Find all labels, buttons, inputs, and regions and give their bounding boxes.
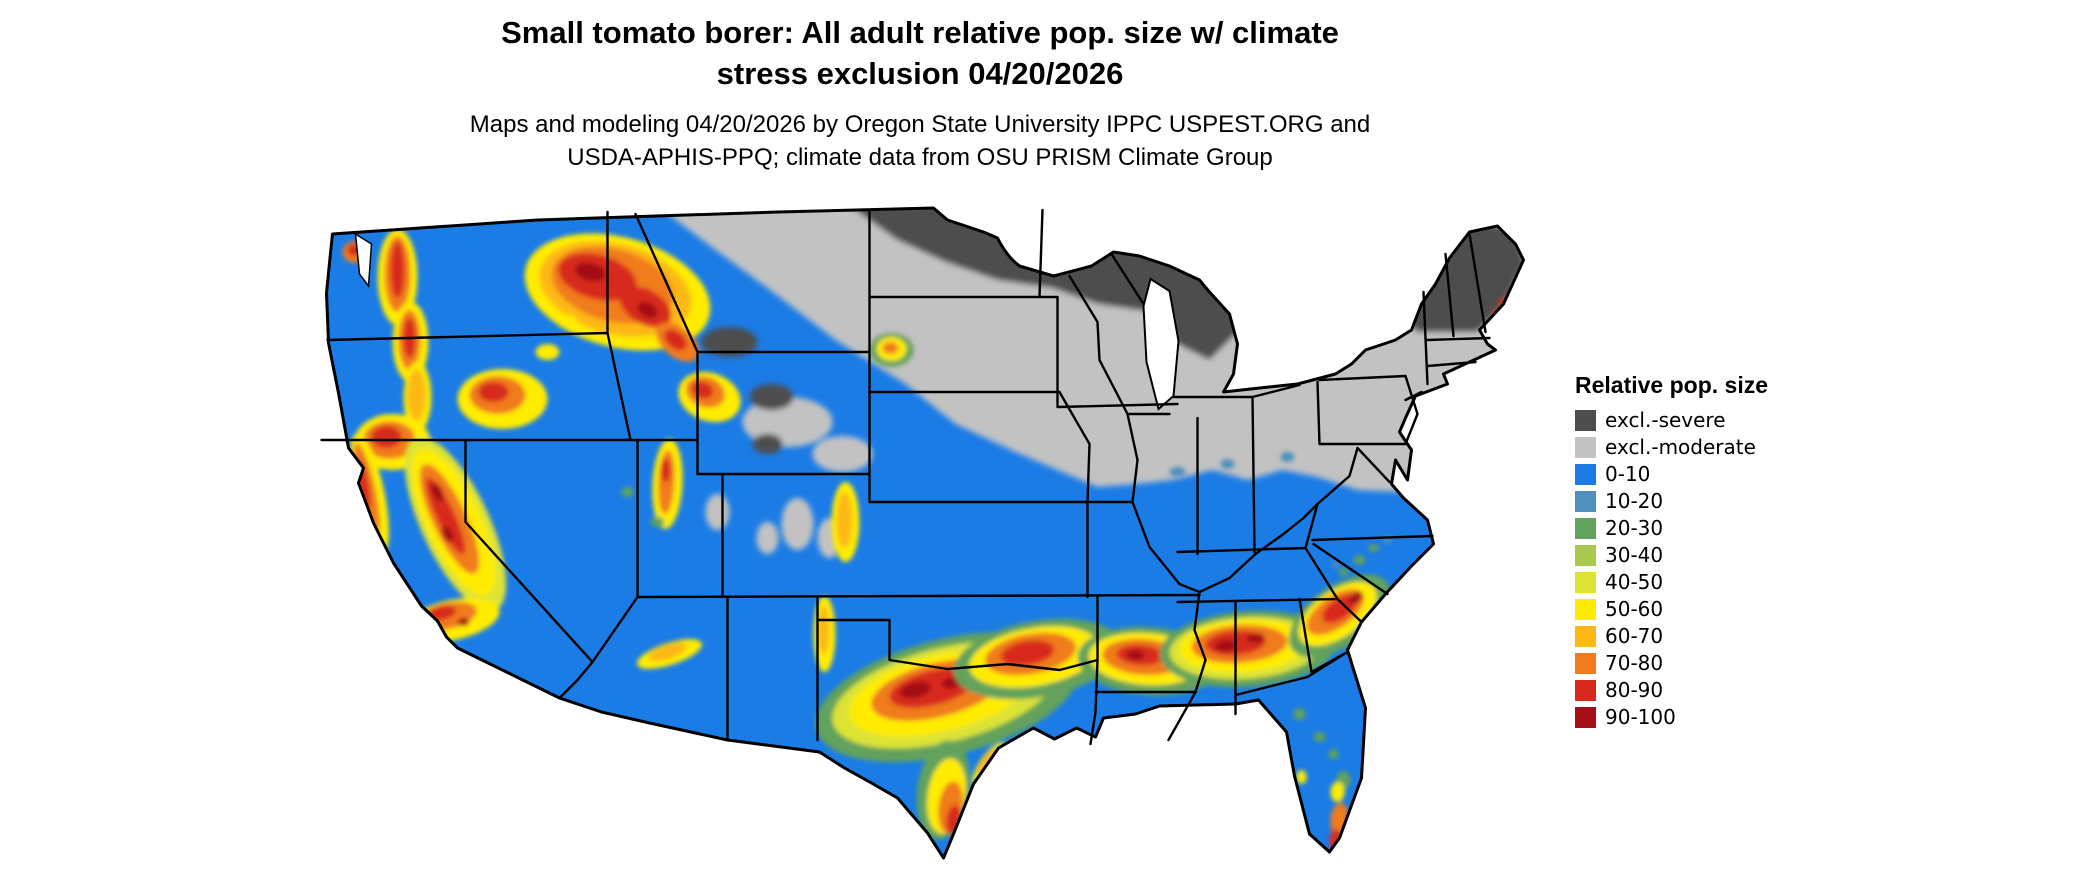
legend-swatch-b90 bbox=[1575, 706, 1596, 728]
figure-title-line2: stress exclusion 04/20/2026 bbox=[716, 56, 1124, 91]
legend: Relative pop. size excl.-severe excl.-mod… bbox=[1575, 372, 1768, 733]
legend-entries: excl.-severe excl.-moderate 0-10 10-20 20-30… bbox=[1575, 409, 1768, 728]
legend-entry-b50: 50-60 bbox=[1575, 598, 1768, 620]
legend-entry-exclSevere: excl.-severe bbox=[1575, 409, 1768, 431]
legend-swatch-b70 bbox=[1575, 652, 1596, 674]
state-borders-west bbox=[320, 208, 1201, 742]
legend-label-b30: 30-40 bbox=[1605, 543, 1664, 567]
legend-entry-b80: 80-90 bbox=[1575, 679, 1768, 701]
title-block: Small tomato borer: All adult relative p… bbox=[170, 12, 1670, 174]
legend-entry-exclModerate: excl.-moderate bbox=[1575, 436, 1768, 458]
legend-swatch-b50 bbox=[1575, 598, 1596, 620]
legend-entry-b0: 0-10 bbox=[1575, 463, 1768, 485]
legend-entry-b90: 90-100 bbox=[1575, 706, 1768, 728]
legend-label-b10: 10-20 bbox=[1605, 489, 1664, 513]
legend-label-b90: 90-100 bbox=[1605, 705, 1676, 729]
legend-label-exclModerate: excl.-moderate bbox=[1605, 435, 1756, 459]
figure-title-line1: Small tomato borer: All adult relative p… bbox=[501, 15, 1339, 50]
map-region-hotspots bbox=[342, 229, 1516, 851]
legend-label-b40: 40-50 bbox=[1605, 570, 1664, 594]
state-borders bbox=[320, 206, 1525, 860]
legend-swatch-b30 bbox=[1575, 544, 1596, 566]
us-outline bbox=[325, 206, 1525, 860]
state-borders-south bbox=[1176, 542, 1389, 716]
legend-entry-b20: 20-30 bbox=[1575, 517, 1768, 539]
legend-entry-b30: 30-40 bbox=[1575, 544, 1768, 566]
figure-subtitle-line1: Maps and modeling 04/20/2026 by Oregon S… bbox=[469, 111, 1371, 138]
legend-entry-b60: 60-70 bbox=[1575, 625, 1768, 647]
legend-label-exclSevere: excl.-severe bbox=[1605, 408, 1726, 432]
legend-label-b50: 50-60 bbox=[1605, 597, 1664, 621]
legend-swatch-b10 bbox=[1575, 490, 1596, 512]
legend-swatch-b80 bbox=[1575, 679, 1596, 701]
legend-swatch-b20 bbox=[1575, 517, 1596, 539]
legend-title: Relative pop. size bbox=[1575, 372, 1769, 398]
legend-label-b60: 60-70 bbox=[1605, 624, 1664, 648]
state-borders-midwest bbox=[1068, 252, 1319, 694]
figure-title: Small tomato borer: All adult relative p… bbox=[170, 12, 1670, 94]
legend-label-b20: 20-30 bbox=[1605, 516, 1664, 540]
puget-sound bbox=[354, 232, 373, 289]
lake-michigan bbox=[1142, 277, 1180, 411]
legend-entry-b10: 10-20 bbox=[1575, 490, 1768, 512]
figure-subtitle-line2: USDA-APHIS-PPQ; climate data from OSU PR… bbox=[567, 144, 1273, 171]
legend-label-b0: 0-10 bbox=[1605, 462, 1651, 486]
legend-entry-b40: 40-50 bbox=[1575, 571, 1768, 593]
legend-swatch-exclSevere bbox=[1575, 409, 1596, 431]
legend-label-b80: 80-90 bbox=[1605, 678, 1664, 702]
legend-swatch-b60 bbox=[1575, 625, 1596, 647]
legend-swatch-exclModerate bbox=[1575, 436, 1596, 458]
figure-subtitle: Maps and modeling 04/20/2026 by Oregon S… bbox=[170, 108, 1670, 174]
state-borders-plains bbox=[816, 208, 1197, 746]
us-map bbox=[320, 206, 1525, 860]
state-borders-east bbox=[1304, 232, 1491, 550]
map-raster bbox=[326, 208, 1524, 858]
legend-label-b70: 70-80 bbox=[1605, 651, 1664, 675]
legend-swatch-b0 bbox=[1575, 463, 1596, 485]
map-region-excl-severe-northeast bbox=[1382, 222, 1524, 332]
legend-swatch-b40 bbox=[1575, 571, 1596, 593]
legend-entry-b70: 70-80 bbox=[1575, 652, 1768, 674]
